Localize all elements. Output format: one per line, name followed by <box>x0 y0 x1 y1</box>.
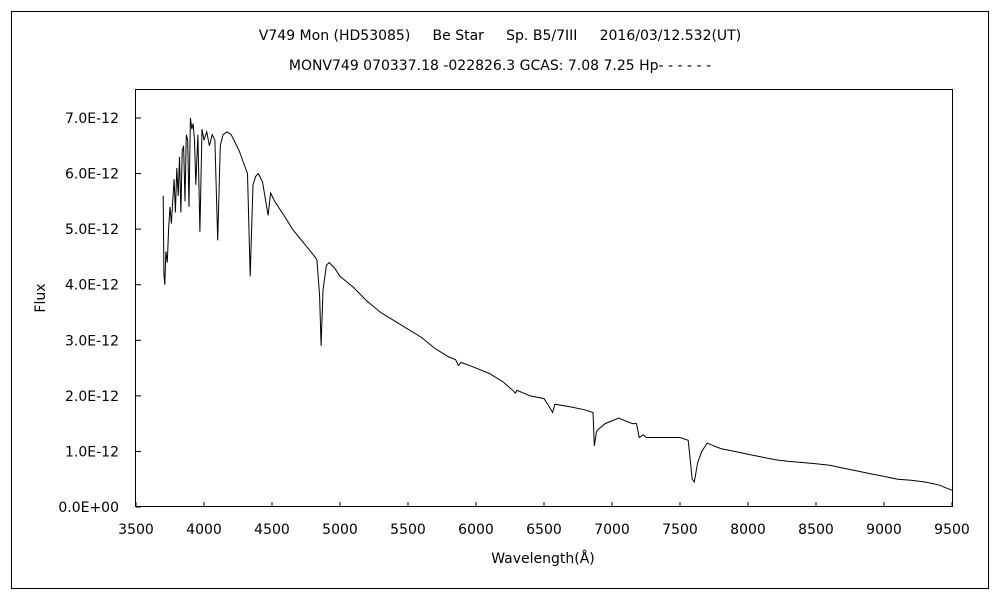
y-tick-label: 2.0E-12 <box>65 389 119 405</box>
y-axis-label: Flux <box>33 283 49 312</box>
y-tick-label: 4.0E-12 <box>65 278 119 294</box>
series-line <box>162 117 953 491</box>
x-tick-label: 5000 <box>322 522 358 538</box>
y-tick-label: 3.0E-12 <box>65 333 119 349</box>
x-axis-label: Wavelength(Å) <box>491 550 595 567</box>
x-tick-label: 9000 <box>866 522 902 538</box>
x-tick-label: 8500 <box>798 522 834 538</box>
x-tick-label: 6500 <box>526 522 562 538</box>
x-tick-label: 7500 <box>662 522 698 538</box>
x-tick-label: 3500 <box>118 522 154 538</box>
y-tick-label: 5.0E-12 <box>65 222 119 238</box>
x-tick-label: 4000 <box>186 522 222 538</box>
x-tick-label: 5500 <box>390 522 426 538</box>
chart-outer-border <box>11 11 989 589</box>
x-tick-label: 8000 <box>730 522 766 538</box>
chart-title: V749 Mon (HD53085) Be Star Sp. B5/7III 2… <box>259 28 741 44</box>
x-tick-label: 4500 <box>254 522 290 538</box>
x-tick-label: 6000 <box>458 522 494 538</box>
y-tick-label: 7.0E-12 <box>65 111 119 127</box>
y-tick-label: 6.0E-12 <box>65 167 119 183</box>
x-axis: 3500 4000 4500 5000 5500 6000 6500 7000 7500 8000… <box>118 502 970 538</box>
y-axis: 0.0E+00 1.0E-12 2.0E-12 3.0E-12 4.0E-12 5.0E-… <box>58 111 141 516</box>
chart-subtitle: MONV749 070337.18 -022826.3 GCAS: 7.08 7… <box>289 58 711 74</box>
y-tick-label: 1.0E-12 <box>65 444 119 460</box>
x-tick-label: 9500 <box>934 522 970 538</box>
y-tick-label: 0.0E+00 <box>58 500 119 516</box>
x-tick-label: 7000 <box>594 522 630 538</box>
